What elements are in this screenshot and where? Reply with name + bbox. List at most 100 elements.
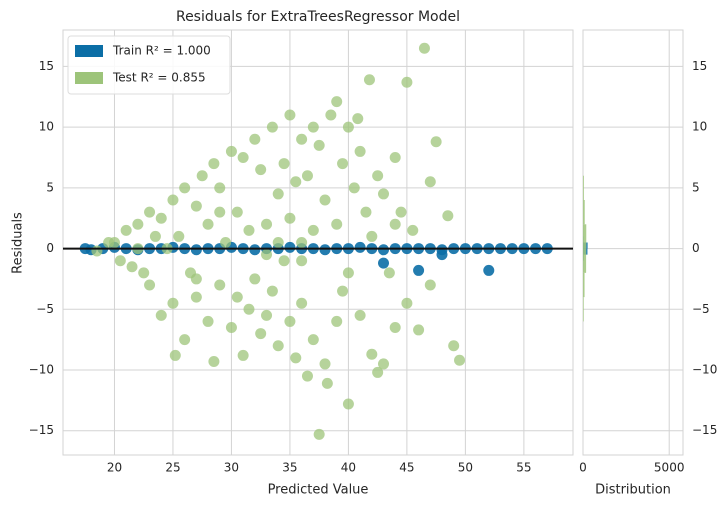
legend-swatch	[75, 45, 103, 57]
point	[179, 334, 191, 346]
point	[360, 206, 372, 218]
point	[132, 218, 144, 230]
point	[237, 152, 249, 163]
hist-bar	[583, 297, 584, 322]
point	[120, 224, 132, 236]
point	[354, 145, 366, 157]
point	[179, 182, 191, 194]
point	[190, 291, 202, 303]
point	[284, 109, 296, 121]
x-tick-label: 50	[458, 461, 473, 475]
point	[144, 206, 156, 218]
y2-tick-label: 10	[692, 120, 707, 134]
point	[261, 249, 273, 261]
point	[284, 241, 296, 253]
point	[389, 152, 401, 163]
point	[301, 170, 313, 182]
x-tick-label: 35	[282, 461, 297, 475]
y-tick-label: 0	[46, 241, 54, 255]
point	[272, 237, 284, 248]
point	[395, 206, 407, 218]
y-axis-label: Residuals	[11, 212, 26, 274]
point	[307, 334, 319, 346]
point	[313, 139, 325, 151]
point	[389, 218, 401, 230]
point	[214, 279, 226, 291]
point	[296, 255, 308, 267]
point	[208, 356, 220, 367]
hist-bar	[583, 248, 587, 273]
chart-title: Residuals for ExtraTreesRegressor Model	[176, 9, 460, 25]
point	[169, 349, 181, 361]
y-tick-label: −15	[29, 423, 54, 437]
hist-bar	[583, 200, 585, 225]
legend-swatch	[75, 72, 103, 84]
point	[372, 170, 384, 182]
point	[378, 188, 390, 200]
point	[138, 267, 150, 279]
point	[442, 210, 454, 222]
point	[331, 218, 343, 230]
point	[337, 158, 349, 170]
hist-bar	[583, 272, 585, 298]
x-tick-label: 5000	[654, 461, 685, 475]
point	[448, 340, 460, 352]
y-tick-label: 15	[39, 59, 54, 73]
point	[190, 273, 202, 285]
point	[378, 358, 390, 370]
legend-label: Train R² = 1.000	[112, 44, 211, 58]
point	[413, 264, 425, 276]
point	[261, 309, 273, 321]
point	[454, 354, 466, 366]
plot-frame	[62, 29, 574, 456]
y2-tick-label: 5	[692, 180, 700, 194]
point	[284, 212, 296, 224]
point	[190, 200, 202, 212]
point	[342, 398, 354, 410]
point	[436, 249, 448, 261]
point	[202, 218, 214, 230]
point	[231, 291, 243, 303]
point	[167, 194, 179, 206]
point	[91, 245, 103, 257]
point	[378, 244, 390, 256]
x-tick-label: 40	[341, 461, 356, 475]
point	[342, 267, 354, 279]
point	[231, 206, 243, 218]
point	[249, 133, 261, 145]
y-tick-label: −5	[36, 302, 54, 316]
point	[331, 96, 343, 108]
x-tick-label: 20	[107, 461, 122, 475]
point	[307, 121, 319, 133]
point	[354, 309, 366, 321]
point	[366, 230, 378, 242]
point	[214, 182, 226, 194]
point	[173, 230, 185, 242]
point	[348, 182, 360, 194]
point	[278, 255, 290, 267]
point	[126, 261, 138, 273]
point	[272, 188, 284, 200]
point	[430, 136, 442, 148]
point	[255, 328, 267, 340]
point	[249, 273, 261, 285]
point	[354, 241, 366, 253]
y2-tick-label: 15	[692, 59, 707, 73]
point	[319, 194, 331, 206]
x-tick-label: 0	[579, 461, 587, 475]
point	[389, 322, 401, 333]
x-tick-label: 55	[516, 461, 531, 475]
point	[144, 279, 156, 291]
point	[331, 315, 343, 327]
point	[261, 218, 273, 230]
point	[301, 370, 313, 382]
point	[155, 212, 167, 224]
point	[243, 224, 255, 236]
point	[424, 176, 436, 188]
x-tick-label: 30	[224, 461, 239, 475]
point	[296, 133, 308, 145]
point	[225, 322, 237, 333]
point	[266, 285, 278, 297]
point	[225, 145, 237, 157]
